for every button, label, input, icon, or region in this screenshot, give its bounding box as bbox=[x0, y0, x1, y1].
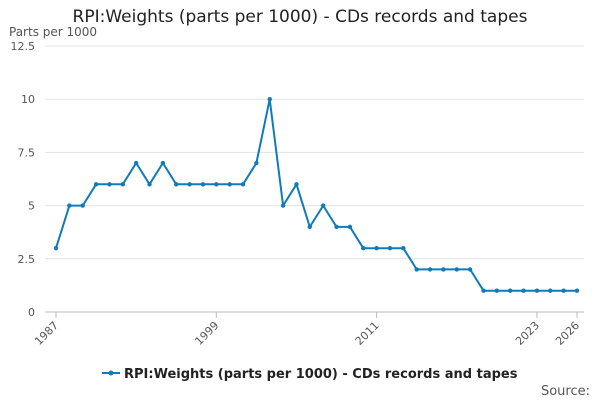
data-point[interactable] bbox=[174, 182, 179, 187]
data-point[interactable] bbox=[307, 224, 313, 230]
data-point[interactable] bbox=[401, 245, 406, 251]
data-point[interactable] bbox=[280, 203, 286, 208]
x-tick-label: 2023 bbox=[513, 319, 542, 348]
gridlines bbox=[45, 45, 584, 313]
data-point[interactable] bbox=[521, 288, 526, 293]
data-point[interactable] bbox=[133, 160, 139, 166]
legend: RPI:Weights (parts per 1000) - CDs recor… bbox=[102, 367, 518, 382]
chart-title: RPI:Weights (parts per 1000) - CDs recor… bbox=[72, 7, 528, 27]
legend-label: RPI:Weights (parts per 1000) - CDs recor… bbox=[124, 367, 518, 382]
data-point[interactable] bbox=[200, 182, 206, 187]
y-tick-label: 0 bbox=[28, 306, 35, 319]
data-point[interactable] bbox=[481, 288, 486, 293]
data-point[interactable] bbox=[427, 267, 433, 272]
y-tick-label: 7.5 bbox=[18, 146, 36, 159]
data-point[interactable] bbox=[574, 288, 580, 293]
data-point[interactable] bbox=[120, 182, 125, 187]
data-point[interactable] bbox=[387, 245, 393, 251]
data-point[interactable] bbox=[361, 245, 366, 251]
data-point[interactable] bbox=[494, 288, 500, 293]
data-point[interactable] bbox=[214, 182, 219, 187]
series-line bbox=[55, 98, 577, 292]
y-tick-label: 2.5 bbox=[18, 253, 36, 266]
data-point[interactable] bbox=[320, 203, 326, 208]
data-point[interactable] bbox=[467, 267, 473, 272]
y-tick-label: 5 bbox=[28, 200, 35, 213]
data-point[interactable] bbox=[187, 182, 192, 187]
y-tick-label: 12.5 bbox=[11, 40, 36, 53]
data-point[interactable] bbox=[561, 288, 566, 293]
data-point[interactable] bbox=[80, 203, 85, 208]
series-group bbox=[53, 97, 580, 293]
data-point[interactable] bbox=[548, 288, 553, 293]
data-point[interactable] bbox=[414, 267, 419, 272]
data-point[interactable] bbox=[374, 245, 379, 251]
data-point[interactable] bbox=[294, 182, 299, 187]
x-tick-label: 2026 bbox=[553, 319, 582, 348]
data-point[interactable] bbox=[508, 288, 513, 293]
data-point[interactable] bbox=[107, 182, 112, 187]
source-label: Source: bbox=[541, 384, 590, 399]
data-point[interactable] bbox=[347, 224, 353, 230]
data-point[interactable] bbox=[160, 160, 166, 166]
data-point[interactable] bbox=[240, 182, 246, 187]
x-tick-label: 1999 bbox=[192, 319, 221, 348]
x-axis: 1987 1999 2011 2023 2026 bbox=[32, 312, 582, 348]
y-axis-label: Parts per 1000 bbox=[9, 25, 97, 39]
data-point[interactable] bbox=[441, 267, 446, 272]
y-axis-ticks: 0 2.5 5 7.5 10 12.5 bbox=[11, 40, 36, 319]
data-point[interactable] bbox=[93, 182, 99, 187]
data-point[interactable] bbox=[267, 97, 272, 102]
legend-point-marker bbox=[108, 370, 114, 376]
y-tick-label: 10 bbox=[21, 93, 35, 106]
data-point[interactable] bbox=[67, 203, 72, 208]
data-point[interactable] bbox=[454, 267, 459, 272]
data-point[interactable] bbox=[534, 288, 540, 293]
data-point[interactable] bbox=[227, 182, 232, 187]
data-point[interactable] bbox=[53, 245, 59, 251]
x-tick-label: 2011 bbox=[353, 319, 382, 348]
data-point[interactable] bbox=[334, 224, 339, 230]
data-point[interactable] bbox=[254, 160, 259, 166]
x-tick-label: 1987 bbox=[32, 319, 61, 348]
data-point[interactable] bbox=[147, 182, 152, 187]
